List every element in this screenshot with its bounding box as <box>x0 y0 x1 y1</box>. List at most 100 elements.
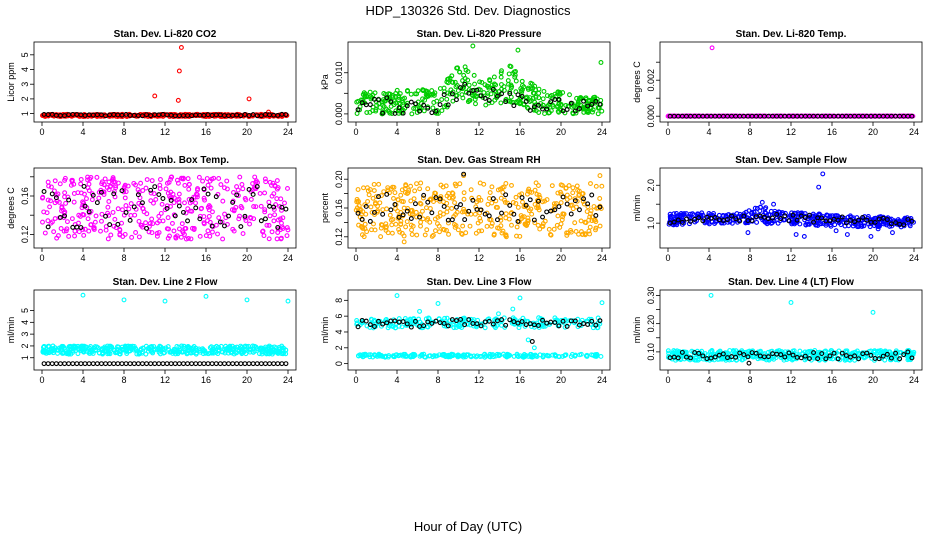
data-point <box>704 219 710 225</box>
data-point <box>428 196 434 202</box>
y-tick-label: 0.12 <box>20 226 30 244</box>
plot-frame <box>33 289 297 371</box>
data-point <box>135 361 141 367</box>
data-point <box>122 195 128 201</box>
data-point <box>414 214 419 220</box>
data-point <box>468 316 474 322</box>
data-point <box>378 353 384 359</box>
data-point <box>41 344 47 349</box>
data-point <box>77 213 83 219</box>
data-point <box>158 210 164 216</box>
figure-x-axis-label: Hour of Day (UTC) <box>414 519 522 534</box>
data-point <box>367 89 373 95</box>
data-point <box>486 353 492 359</box>
data-point <box>158 177 163 182</box>
series-hourly-samples <box>667 349 915 366</box>
data-point <box>127 361 133 367</box>
data-point <box>786 218 792 224</box>
data-point <box>205 191 211 197</box>
data-point <box>381 189 387 195</box>
data-point <box>205 351 211 357</box>
data-point <box>430 105 436 111</box>
data-point <box>893 350 898 356</box>
data-point <box>762 210 768 215</box>
data-point <box>499 68 504 74</box>
data-point <box>486 318 492 324</box>
data-point <box>250 191 256 197</box>
data-point <box>449 73 455 79</box>
data-point <box>146 229 152 235</box>
data-point <box>411 196 417 202</box>
data-point <box>157 343 163 349</box>
data-point <box>85 216 91 222</box>
data-point <box>209 348 215 354</box>
data-point <box>259 351 265 357</box>
data-point <box>909 355 915 361</box>
data-point <box>366 192 372 198</box>
data-point <box>396 95 402 100</box>
data-point <box>181 361 186 367</box>
y-tick-label: 6 <box>334 314 344 319</box>
data-point <box>132 212 138 218</box>
x-tick-label: 20 <box>556 127 566 137</box>
data-point <box>209 361 215 367</box>
data-point <box>418 219 424 225</box>
data-point <box>551 201 557 207</box>
data-point <box>447 195 452 201</box>
data-point <box>532 83 538 89</box>
data-point <box>197 361 203 367</box>
data-point <box>220 236 226 242</box>
data-point <box>54 235 60 241</box>
data-point <box>377 105 383 110</box>
data-point <box>231 207 237 213</box>
data-point <box>112 216 118 222</box>
y-tick-label: 0.20 <box>334 170 344 188</box>
data-point <box>882 357 888 363</box>
data-point <box>589 318 595 324</box>
data-point <box>72 228 78 234</box>
data-point <box>63 228 69 234</box>
data-point <box>234 361 240 367</box>
series-hourly-samples <box>41 111 289 119</box>
data-point <box>398 218 404 224</box>
data-point <box>99 346 105 352</box>
data-point <box>98 187 104 193</box>
data-point <box>477 79 483 85</box>
data-point <box>282 200 287 206</box>
data-point <box>101 182 107 188</box>
data-point <box>515 320 521 326</box>
data-point <box>678 211 684 216</box>
data-point <box>786 350 792 356</box>
data-point <box>111 179 117 185</box>
data-point <box>443 183 449 189</box>
y-axis-label: ml/min <box>6 317 16 344</box>
data-point <box>59 205 65 211</box>
data-point <box>217 361 223 367</box>
data-point <box>57 214 63 220</box>
data-point <box>66 361 72 367</box>
data-point <box>424 227 430 233</box>
data-point <box>111 191 117 197</box>
data-point <box>254 361 260 367</box>
data-point <box>493 204 499 210</box>
data-point <box>806 212 812 218</box>
data-point <box>43 350 49 356</box>
data-point <box>178 234 184 240</box>
y-axis-label: ml/min <box>632 317 642 344</box>
panel-title: Stan. Dev. Li-820 CO2 <box>114 29 217 40</box>
data-point <box>501 87 507 93</box>
data-point <box>250 343 256 349</box>
data-point <box>460 223 466 229</box>
data-point <box>53 195 59 201</box>
data-point <box>590 109 595 115</box>
data-point <box>563 185 569 191</box>
series-all-samples <box>40 174 291 242</box>
data-point <box>819 215 825 221</box>
data-point <box>354 111 360 116</box>
data-point <box>716 212 722 218</box>
data-point <box>163 186 169 192</box>
data-point <box>599 183 605 189</box>
data-point <box>843 220 849 226</box>
data-point <box>136 189 142 195</box>
data-point <box>503 99 509 105</box>
